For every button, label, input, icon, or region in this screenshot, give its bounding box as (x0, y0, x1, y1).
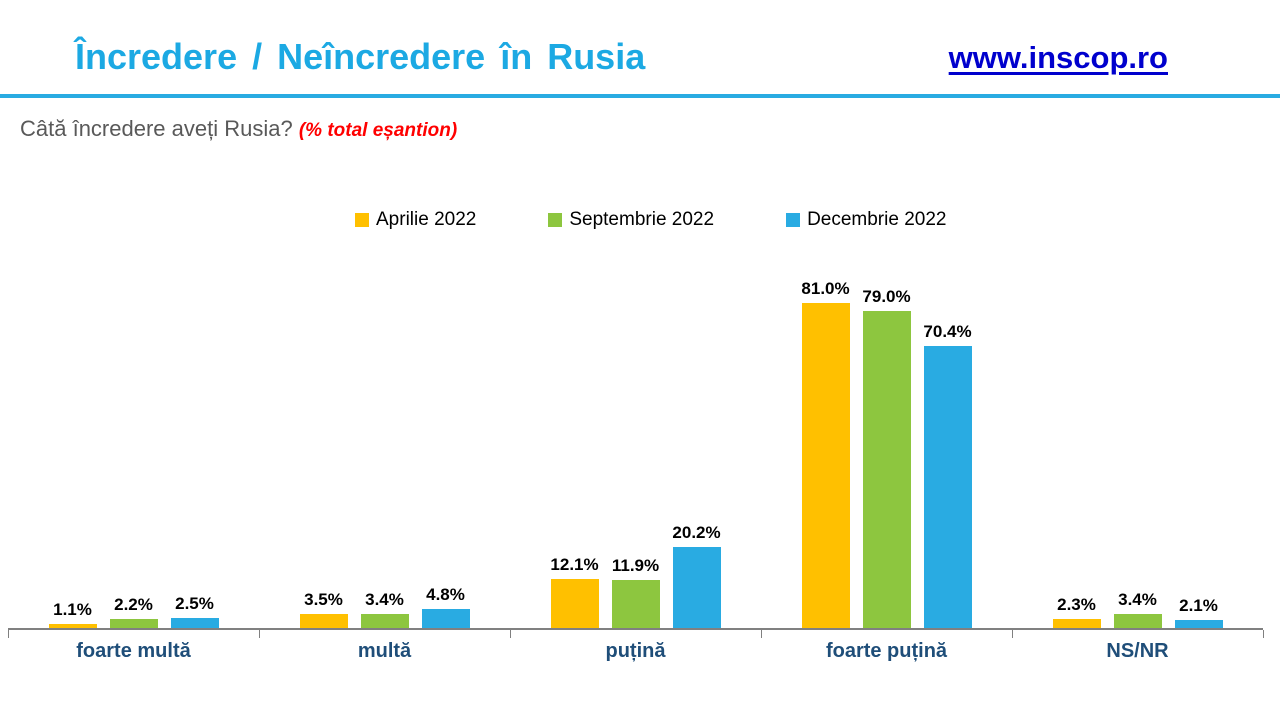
bar-value-label: 81.0% (801, 279, 850, 299)
bar-item: 2.1% (1174, 595, 1223, 628)
bar-group: 12.1% 11.9% 20.2% (510, 0, 761, 628)
x-axis-tick (8, 630, 9, 638)
bar-value-label: 3.5% (304, 589, 343, 609)
bar-item: 2.3% (1052, 594, 1101, 628)
bar (923, 345, 972, 628)
bar (1052, 618, 1101, 628)
bar (109, 619, 158, 628)
survey-question: Câtă încredere aveți Rusia? (% total eșa… (20, 116, 457, 142)
category-label: NS/NR (1106, 640, 1169, 662)
bar-item: 3.4% (1113, 590, 1162, 628)
bar-item: 2.5% (170, 593, 219, 628)
x-axis-tick (761, 630, 762, 638)
legend-label: Aprilie 2022 (376, 209, 477, 230)
legend-item: Aprilie 2022 (355, 209, 476, 231)
bar (360, 614, 409, 628)
bar-item: 12.1% (550, 555, 599, 628)
bar (170, 617, 219, 628)
bar-group: 2.3% 3.4% 2.1% (1012, 0, 1263, 628)
x-axis-tick (259, 630, 260, 638)
bar (299, 613, 348, 628)
bar-groups: 1.1% 2.2% 2.5% 3.5% 3.4% 4.8% 12.1% 11.9% 20.2% 8… (8, 0, 1263, 628)
bar-value-label: 70.4% (923, 321, 972, 341)
page-title: Încredere / Neîncredere în Rusia (75, 36, 646, 77)
bar-item: 79.0% (862, 287, 911, 628)
survey-question-text: Câtă încredere aveți Rusia? (20, 116, 293, 141)
bar-item: 70.4% (923, 321, 972, 628)
x-axis-line (8, 628, 1263, 630)
bar (801, 303, 850, 628)
bar-value-label: 2.5% (175, 593, 214, 613)
bar (1113, 614, 1162, 628)
sample-note: (% total eșantion) (298, 120, 458, 141)
x-axis-tick (1263, 630, 1264, 638)
x-axis-tick (510, 630, 511, 638)
category-label: foarte multă (76, 640, 191, 662)
category-label: multă (357, 640, 412, 662)
category-label: foarte puțină (825, 640, 948, 662)
bar-item: 3.4% (360, 590, 409, 628)
legend-label: Decembrie 2022 (807, 209, 947, 230)
inscop-website-link[interactable]: www.inscop.ro (948, 40, 1168, 75)
legend-item: Septembrie 2022 (548, 209, 714, 231)
header-divider (0, 94, 1280, 98)
bar-value-label: 2.2% (114, 595, 153, 615)
bar (550, 579, 599, 628)
bar (611, 580, 660, 628)
legend-swatch (786, 213, 801, 227)
bar-value-label: 4.8% (426, 584, 465, 604)
bar-value-label: 12.1% (550, 555, 599, 575)
bar-item: 2.2% (109, 595, 158, 628)
bar-value-label: 1.1% (53, 599, 92, 619)
legend-item: Decembrie 2022 (786, 209, 946, 231)
bar (421, 608, 470, 628)
bar (48, 623, 97, 628)
bar-value-label: 2.1% (1179, 595, 1218, 615)
bar-group: 3.5% 3.4% 4.8% (259, 0, 510, 628)
bar-item: 11.9% (611, 556, 660, 628)
bar (862, 311, 911, 628)
chart-legend: Aprilie 2022 Septembrie 2022 Decembrie 202… (355, 209, 946, 231)
legend-label: Septembrie 2022 (569, 209, 715, 230)
bar-value-label: 3.4% (1118, 590, 1157, 610)
bar-value-label: 20.2% (672, 523, 721, 542)
bar-value-label: 3.4% (365, 590, 404, 610)
bar-item: 81.0% (801, 279, 850, 628)
bar-group: 81.0% 79.0% 70.4% (761, 0, 1012, 628)
bar-item: 20.2% (672, 523, 721, 628)
legend-swatch (548, 213, 563, 227)
bar (1174, 619, 1223, 628)
bar-item: 3.5% (299, 589, 348, 628)
x-axis-tick (1012, 630, 1013, 638)
bar-value-label: 79.0% (862, 287, 911, 307)
bar-item: 1.1% (48, 599, 97, 628)
bar-group: 1.1% 2.2% 2.5% (8, 0, 259, 628)
bar-item: 4.8% (421, 584, 470, 628)
category-labels: foarte multă multă puțină foarte puțină NS/N… (8, 640, 1263, 663)
bar-value-label: 2.3% (1057, 594, 1096, 614)
legend-swatch (355, 213, 369, 227)
bar (672, 547, 721, 628)
category-label: puțină (605, 640, 666, 662)
bar-value-label: 11.9% (611, 556, 660, 576)
